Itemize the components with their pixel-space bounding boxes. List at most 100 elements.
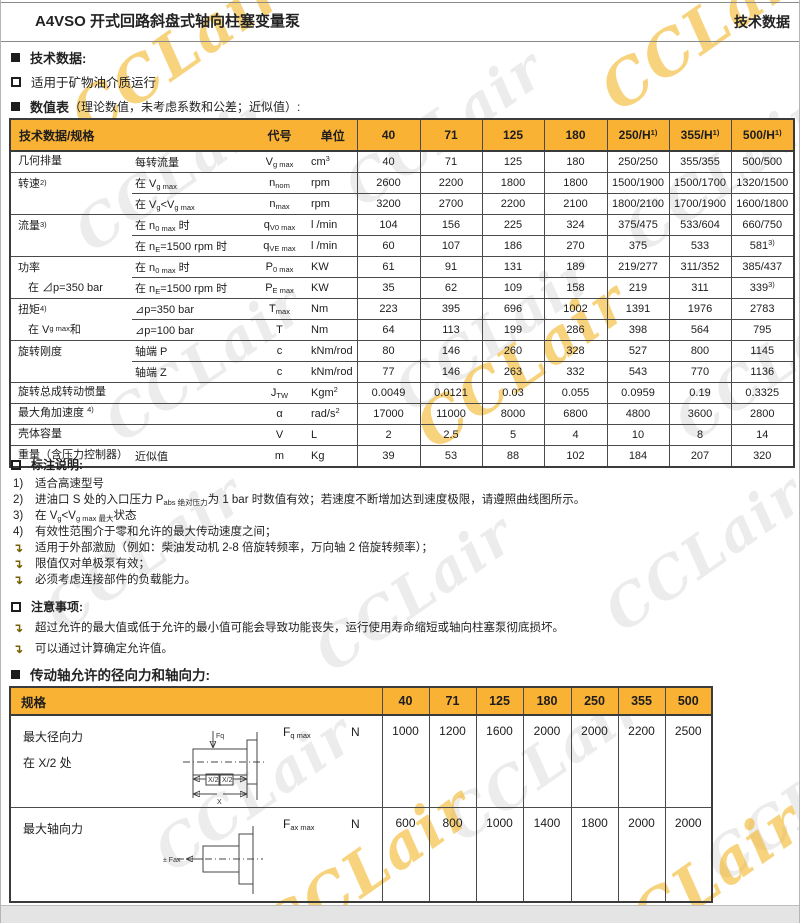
symbol-cell: c xyxy=(250,340,309,362)
open-square-icon xyxy=(11,601,21,612)
unit-cell: Kgm2 xyxy=(309,382,357,404)
value-cell: 286 xyxy=(543,319,607,341)
section-medium-label: 适用于矿物油介质运行 xyxy=(31,76,157,90)
note-item: 2) 进油口 S 处的入口压力 Pabs 绝对压力为 1 bar 时数值有效；若速… xyxy=(11,492,793,508)
symbol-cell: P0 max xyxy=(250,256,309,278)
specs-row-label: 最大角加速度 4) xyxy=(10,403,250,425)
symbol-cell: nmax xyxy=(250,193,309,215)
specs-row-sublabel: 每转流量 xyxy=(132,150,250,173)
value-cell: 770 xyxy=(668,361,731,383)
specs-header-cell: 代号 xyxy=(250,119,309,152)
value-cell: 2783 xyxy=(730,298,794,320)
axial-force-label: 最大轴向力 xyxy=(23,821,84,836)
forces-header-spec: 规格 xyxy=(10,687,382,716)
radial-force-symbol: Fq max xyxy=(283,725,311,740)
value-cell: 375/475 xyxy=(606,214,669,236)
note-item: 3) 在 Vg<Vg max 最大状态 xyxy=(11,508,793,524)
value-cell: 4 xyxy=(543,424,607,446)
value-cell: 102 xyxy=(543,445,607,467)
header-right-label: 技术数据 xyxy=(734,14,790,30)
axial-force-value: 1000 xyxy=(475,806,523,902)
symbol-cell: Vg max xyxy=(250,150,309,173)
value-cell: 77 xyxy=(356,361,420,383)
page-title: A4VSO 开式回路斜盘式轴向柱塞变量泵 xyxy=(35,13,301,30)
radial-force-unit: N xyxy=(351,725,360,739)
notice-block: 注意事项: ↴ 超过允许的最大值或低于允许的最小值可能会导致功能丧失，运行使用寿命… xyxy=(11,598,793,660)
open-square-icon xyxy=(11,76,21,87)
unit-cell: l /min xyxy=(309,214,357,236)
filled-square-icon xyxy=(11,669,20,679)
value-cell: 1500/1700 xyxy=(668,172,731,194)
note-text: 必须考虑连接部件的负载能力。 xyxy=(35,574,196,586)
value-cell: 60 xyxy=(356,235,420,257)
value-cell: 533 xyxy=(668,235,731,257)
specs-row-label: 流量 3) xyxy=(10,214,132,257)
specs-row-label: 旋转总成转动惯量 xyxy=(10,382,250,404)
arrow-bullet-icon: ↴ xyxy=(13,642,24,656)
value-cell: 660/750 xyxy=(730,214,794,236)
value-cell: 311 xyxy=(668,277,731,299)
axial-force-value: 1400 xyxy=(522,806,571,902)
value-cell: 0.3325 xyxy=(730,382,794,404)
value-cell: 184 xyxy=(606,445,669,467)
value-cell: 40 xyxy=(356,150,420,173)
value-cell: 311/352 xyxy=(668,256,731,278)
radial-force-value: 1200 xyxy=(428,714,476,807)
section-tech-data: 技术数据: xyxy=(11,48,86,67)
axial-force-row: 最大轴向力 Fax max N ± Fax xyxy=(10,806,712,902)
value-cell: 1800 xyxy=(481,172,544,194)
radial-force-sublabel: 在 X/2 处 xyxy=(23,756,72,770)
value-cell: 527 xyxy=(606,340,669,362)
section-forces: 传动轴允许的径向力和轴向力: xyxy=(11,664,210,684)
unit-cell: rad/s2 xyxy=(309,403,357,425)
value-cell: 385/437 xyxy=(730,256,794,278)
value-cell: 53 xyxy=(419,445,482,467)
forces-header-cell: 125 xyxy=(475,687,523,716)
specs-row-label: 几何排量 xyxy=(10,150,132,173)
value-cell: 5813) xyxy=(730,235,794,257)
note-number: 3) xyxy=(13,510,24,522)
specs-row: 旋转总成转动惯量 JTW Kgm2 0.0049 0.0121 0.03 0.055 0.09… xyxy=(10,382,794,404)
value-cell: 332 xyxy=(543,361,607,383)
specs-row-label: 重量（含压力控制器） xyxy=(10,445,132,467)
specs-row-sublabel: ⊿p=350 bar xyxy=(132,298,250,320)
unit-cell: KW xyxy=(309,277,357,299)
value-cell: 320 xyxy=(730,445,794,467)
specs-table: 技术数据/规格 代号 单位 40 71 125 180 250/H1) 355/H1) 500/H… xyxy=(9,118,795,468)
value-cell: 186 xyxy=(481,235,544,257)
value-cell: 533/604 xyxy=(668,214,731,236)
value-cell: 1320/1500 xyxy=(730,172,794,194)
axial-force-label-cell: 最大轴向力 Fax max N ± Fax xyxy=(10,806,382,902)
value-cell: 125 xyxy=(481,150,544,173)
symbol-cell: α xyxy=(250,403,309,425)
unit-cell: cm3 xyxy=(309,150,357,173)
value-cell: 80 xyxy=(356,340,420,362)
radial-force-value: 2500 xyxy=(664,714,712,807)
value-cell: 107 xyxy=(419,235,482,257)
forces-header-cell: 180 xyxy=(522,687,571,716)
unit-cell: Nm xyxy=(309,319,357,341)
radial-force-value: 1600 xyxy=(475,714,523,807)
value-cell: 2200 xyxy=(419,172,482,194)
value-cell: 5 xyxy=(481,424,544,446)
specs-row: 功率在 ⊿p=350 bar 在 n0 max 时 P0 max KW 61 91 131 1… xyxy=(10,256,794,299)
value-cell: 219 xyxy=(606,277,669,299)
specs-row: 壳体容量 V L 2 2.5 5 4 10 8 14 xyxy=(10,424,794,446)
value-cell: 1800/2100 xyxy=(606,193,669,215)
radial-force-label: 最大径向力 xyxy=(23,730,84,744)
forces-header-cell: 355 xyxy=(617,687,665,716)
value-cell: 1976 xyxy=(668,298,731,320)
specs-header-cell: 40 xyxy=(356,119,420,152)
specs-header-cell: 71 xyxy=(419,119,482,152)
unit-cell: l /min xyxy=(309,235,357,257)
section-medium: 适用于矿物油介质运行 xyxy=(11,72,156,91)
value-cell: 1391 xyxy=(606,298,669,320)
footnotes-block: 标注说明: 1) 适合高速型号 2) 进油口 S 处的入口压力 Pabs 绝对压力为 … xyxy=(11,456,793,588)
note-item: ↴ 限值仅对单极泵有效； xyxy=(11,556,793,572)
value-cell: 64 xyxy=(356,319,420,341)
value-cell: 1700/1900 xyxy=(668,193,731,215)
note-text: 超过允许的最大值或低于允许的最小值可能会导致功能丧失，运行使用寿命缩短或轴向柱塞… xyxy=(35,622,564,634)
value-cell: 2800 xyxy=(730,403,794,425)
specs-row-sublabel: 在 Vg max xyxy=(132,172,250,194)
specs-header-row: 技术数据/规格 代号 单位 40 71 125 180 250/H1) 355/H1) 500/H… xyxy=(10,119,794,152)
